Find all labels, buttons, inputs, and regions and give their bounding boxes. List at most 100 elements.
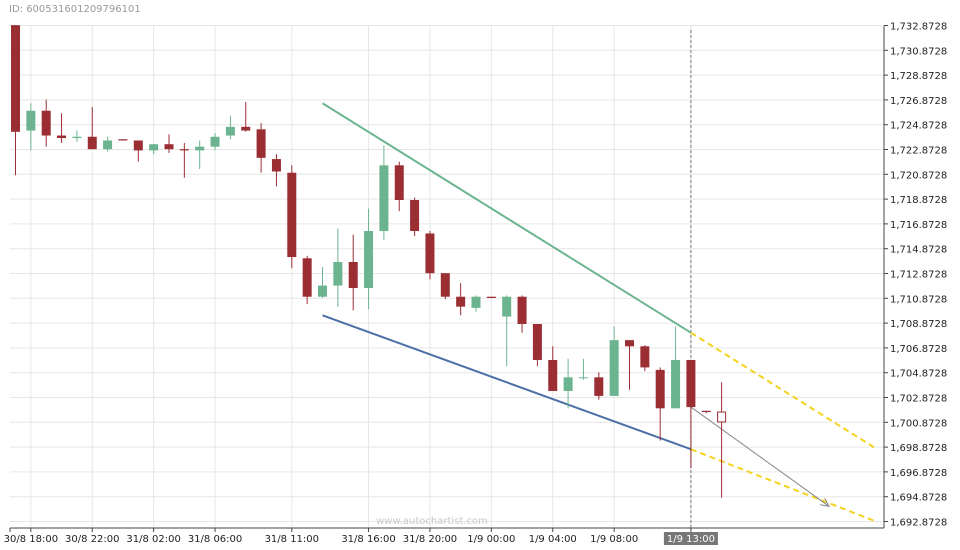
candle	[133, 140, 143, 162]
candle-body	[686, 359, 696, 408]
candle-body	[149, 144, 159, 151]
x-tick-label: 31/8 16:00	[341, 534, 395, 545]
forecast-arrow-line	[690, 406, 830, 507]
candle-body	[548, 359, 558, 391]
y-tick-label: 1,722.8728	[890, 146, 947, 157]
watermark: www.autochartist.com	[376, 516, 488, 527]
candle-body	[502, 296, 512, 317]
support-line	[322, 314, 692, 451]
candle-body	[241, 126, 251, 131]
candle-body	[532, 324, 542, 360]
candle	[410, 197, 420, 236]
candles	[11, 25, 727, 498]
candle-body	[655, 369, 665, 409]
candle	[502, 295, 512, 367]
support-projection	[690, 448, 876, 523]
y-tick-label: 1,728.8728	[890, 71, 947, 82]
y-tick-label: 1,696.8728	[890, 468, 947, 479]
candle	[394, 161, 404, 212]
candle-body	[41, 110, 51, 136]
x-tick-label: 1/9 04:00	[529, 534, 577, 545]
y-axis: 1,732.8728 1,730.8728 1,728.8728 1,726.8728…	[883, 22, 947, 529]
candle	[379, 145, 389, 240]
resistance-line	[321, 102, 692, 334]
candle-body	[287, 172, 297, 258]
x-tick-label: 31/8 06:00	[188, 534, 242, 545]
candle	[425, 231, 435, 280]
candle-body	[410, 200, 420, 232]
candle	[717, 382, 727, 498]
candle-body	[11, 25, 20, 132]
candle-body	[563, 377, 573, 391]
candle	[271, 154, 281, 187]
candle	[225, 115, 235, 140]
candle	[241, 102, 251, 132]
candle	[348, 234, 358, 311]
y-tick-label: 1,692.8728	[890, 518, 947, 529]
candle-body	[471, 296, 481, 308]
candle-body	[302, 258, 312, 297]
y-tick-label: 1,714.8728	[890, 245, 947, 256]
y-tick-label: 1,700.8728	[890, 418, 947, 429]
candle-body	[26, 110, 36, 131]
y-tick-label: 1,732.8728	[890, 22, 947, 33]
candle	[149, 144, 159, 155]
candle-body	[103, 140, 113, 150]
candle-body	[394, 165, 404, 201]
candle	[532, 324, 542, 367]
y-tick-label: 1,712.8728	[890, 270, 947, 281]
candle	[87, 107, 97, 150]
candle-body	[318, 285, 327, 297]
forecast-arrow-head	[820, 498, 830, 507]
x-axis: 30/8 18:00 30/8 22:00 31/8 02:00 31/8 06:00…	[4, 527, 884, 545]
candle-body	[195, 146, 205, 151]
candle	[701, 410, 711, 414]
candle	[456, 283, 466, 316]
grid-lines	[10, 25, 884, 528]
candle	[609, 326, 619, 396]
candle-body	[348, 262, 358, 289]
candle	[11, 25, 20, 176]
candle-body	[717, 411, 727, 423]
candle-body	[671, 359, 681, 409]
x-tick-label: 31/8 20:00	[403, 534, 457, 545]
candle	[164, 134, 174, 153]
candle-body	[379, 165, 389, 232]
y-tick-label: 1,708.8728	[890, 319, 947, 330]
y-tick-label: 1,718.8728	[890, 195, 947, 206]
candle	[578, 358, 588, 380]
candle	[41, 99, 51, 147]
x-tick-label: 30/8 18:00	[4, 534, 58, 545]
candle-body	[456, 296, 466, 307]
candle-body	[118, 139, 128, 141]
candle-body	[225, 126, 235, 136]
candle-body	[271, 159, 281, 172]
candle-body	[486, 296, 496, 298]
candle	[655, 367, 665, 441]
candle	[625, 340, 634, 390]
y-tick-label: 1,694.8728	[890, 493, 947, 504]
candle-body	[609, 340, 619, 396]
candle	[318, 266, 327, 298]
candle	[195, 140, 205, 170]
y-tick-label: 1,702.8728	[890, 394, 947, 405]
y-tick-label: 1,724.8728	[890, 121, 947, 132]
y-tick-label: 1,706.8728	[890, 344, 947, 355]
pattern-lines	[321, 30, 876, 528]
x-tick-label: 1/9 00:00	[467, 534, 515, 545]
candle	[72, 130, 82, 142]
candle-body	[333, 262, 343, 286]
candle-body	[210, 136, 220, 147]
candle-body	[256, 129, 266, 158]
y-tick-label: 1,720.8728	[890, 170, 947, 181]
candle	[103, 136, 113, 152]
candle	[333, 228, 343, 307]
candle-body	[440, 273, 450, 297]
candle-body	[57, 135, 67, 139]
y-tick-label: 1,698.8728	[890, 443, 947, 454]
candle	[486, 296, 496, 298]
candle	[302, 255, 312, 305]
candle	[118, 139, 128, 141]
candle	[287, 165, 297, 269]
